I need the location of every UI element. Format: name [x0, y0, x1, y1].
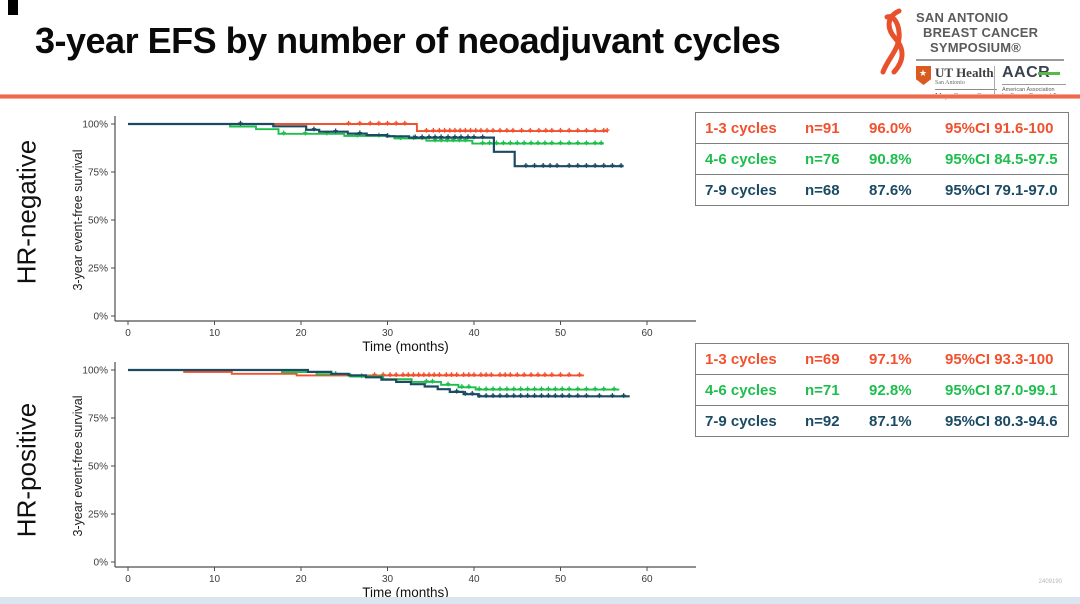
legend-pct: 92.8% — [869, 381, 912, 399]
km-curve-4-6-cycles — [128, 369, 620, 391]
y-tick-label: 25% — [88, 264, 108, 275]
x-tick-label: 10 — [209, 574, 221, 585]
ut-name: UT Health — [935, 65, 994, 80]
legend-row: 1-3 cycles n=91 96.0% 95%CI 91.6-100 — [696, 113, 1068, 143]
y-tick-label: 75% — [88, 168, 108, 179]
y-tick-label: 100% — [82, 120, 108, 131]
x-tick-label: 60 — [641, 328, 653, 339]
legend-n: n=71 — [805, 381, 840, 399]
x-tick-label: 50 — [555, 574, 567, 585]
legend-ci: 95%CI 80.3-94.6 — [945, 412, 1058, 430]
legend-row: 4-6 cycles n=76 90.8% 95%CI 84.5-97.5 — [696, 143, 1068, 174]
corner-mark — [8, 0, 18, 15]
footer-bar — [0, 597, 1080, 604]
legend-row: 7-9 cycles n=92 87.1% 95%CI 80.3-94.6 — [696, 405, 1068, 436]
slide-title: 3-year EFS by number of neoadjuvant cycl… — [35, 20, 781, 61]
x-tick-label: 10 — [209, 328, 221, 339]
legend-group: 7-9 cycles — [705, 181, 777, 199]
km-curve-7-9-cycles — [128, 122, 624, 168]
aacr-green-bar — [1038, 72, 1060, 75]
x-tick-label: 0 — [125, 328, 131, 339]
legend-group: 1-3 cycles — [705, 119, 777, 137]
legend-ci: 95%CI 93.3-100 — [945, 350, 1054, 368]
legend-group: 1-3 cycles — [705, 350, 777, 368]
y-tick-label: 50% — [88, 216, 108, 227]
legend-group: 4-6 cycles — [705, 381, 777, 399]
y-tick-label: 100% — [82, 366, 108, 377]
legend-ci: 95%CI 84.5-97.5 — [945, 150, 1058, 168]
y-tick-label: 0% — [94, 558, 109, 569]
header-rule — [0, 95, 1080, 98]
y-tick-label: 75% — [88, 414, 108, 425]
legend-n: n=68 — [805, 181, 840, 199]
aacr-logo: AACR American Association for Cancer Res… — [1002, 64, 1066, 99]
logo-vertical-divider — [994, 66, 995, 94]
x-tick-label: 30 — [382, 574, 394, 585]
legend-table-hr-negative: 1-3 cycles n=91 96.0% 95%CI 91.6-100 4-6… — [695, 112, 1069, 206]
legend-n: n=91 — [805, 119, 840, 137]
header-logos: SAN ANTONIO BREAST CANCER SYMPOSIUM® ★ U… — [876, 6, 1068, 100]
legend-table-hr-positive: 1-3 cycles n=69 97.1% 95%CI 93.3-100 4-6… — [695, 343, 1069, 437]
x-tick-label: 0 — [125, 574, 131, 585]
slide-footnote: 2409190 — [1038, 579, 1062, 585]
x-axis-title: Time (months) — [362, 339, 449, 354]
legend-row: 4-6 cycles n=71 92.8% 95%CI 87.0-99.1 — [696, 374, 1068, 405]
ut-star-icon: ★ — [919, 68, 928, 78]
row-label-hr-negative: HR-negative — [11, 139, 42, 285]
x-tick-label: 40 — [468, 574, 480, 585]
sabcs-ribbon-icon — [880, 8, 905, 75]
sabcs-wordmark: SAN ANTONIO BREAST CANCER SYMPOSIUM® — [916, 10, 1038, 55]
km-chart-hr-negative: 0% 25% 50% 75% 100% 0 10 20 30 40 50 60 Time (months… — [71, 116, 696, 354]
km-curve-7-9-cycles — [128, 368, 630, 398]
x-tick-label: 20 — [295, 574, 307, 585]
y-tick-label: 0% — [94, 312, 109, 323]
ut-sub1: San Antonio — [935, 80, 965, 86]
legend-n: n=69 — [805, 350, 840, 368]
legend-n: n=92 — [805, 412, 840, 430]
logo-divider — [916, 59, 1064, 61]
legend-row: 1-3 cycles n=69 97.1% 95%CI 93.3-100 — [696, 344, 1068, 374]
legend-n: n=76 — [805, 150, 840, 168]
km-curve-4-6-cycles — [128, 123, 604, 145]
row-label-hr-positive: HR-positive — [11, 402, 42, 538]
x-axis-title: Time (months) — [362, 585, 449, 600]
aacr-sub1: American Association — [1002, 87, 1055, 93]
y-tick-label: 25% — [88, 510, 108, 521]
x-tick-label: 40 — [468, 328, 480, 339]
legend-ci: 95%CI 79.1-97.0 — [945, 181, 1058, 199]
km-chart-hr-positive: 0% 25% 50% 75% 100% 0 10 20 30 40 50 60 Time (months… — [71, 362, 696, 600]
y-tick-label: 50% — [88, 462, 108, 473]
legend-pct: 97.1% — [869, 350, 912, 368]
x-tick-label: 50 — [555, 328, 567, 339]
legend-pct: 87.6% — [869, 181, 912, 199]
legend-group: 7-9 cycles — [705, 412, 777, 430]
legend-pct: 90.8% — [869, 150, 912, 168]
legend-pct: 87.1% — [869, 412, 912, 430]
legend-ci: 95%CI 91.6-100 — [945, 119, 1054, 137]
sabcs-line1: SAN ANTONIO — [916, 10, 1009, 25]
x-tick-label: 20 — [295, 328, 307, 339]
legend-group: 4-6 cycles — [705, 150, 777, 168]
sabcs-line2: BREAST CANCER — [923, 25, 1039, 40]
legend-ci: 95%CI 87.0-99.1 — [945, 381, 1058, 399]
legend-pct: 96.0% — [869, 119, 912, 137]
y-axis-title: 3-year event-free survival — [71, 395, 85, 536]
sabcs-line3: SYMPOSIUM® — [930, 40, 1022, 55]
ut-shield-icon: ★ — [916, 66, 931, 85]
x-tick-label: 60 — [641, 574, 653, 585]
y-axis-title: 3-year event-free survival — [71, 149, 85, 290]
aacr-wordmark: AACR — [1002, 64, 1051, 81]
x-tick-label: 30 — [382, 328, 394, 339]
legend-row: 7-9 cycles n=68 87.6% 95%CI 79.1-97.0 — [696, 174, 1068, 205]
